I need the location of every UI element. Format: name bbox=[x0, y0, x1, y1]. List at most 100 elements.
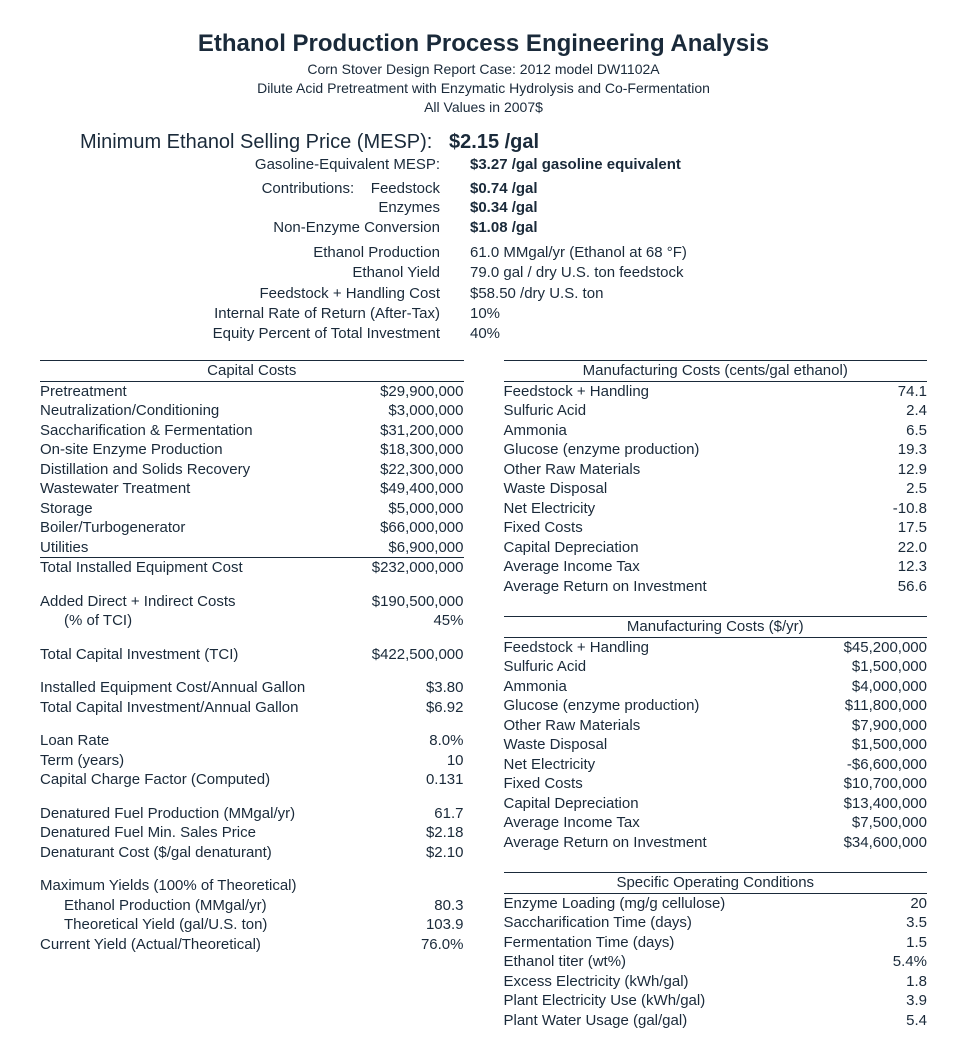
mfg-cents-item-label: Waste Disposal bbox=[504, 479, 818, 499]
per-gallon-item-label: Total Capital Investment/Annual Gallon bbox=[40, 698, 354, 718]
mfg-year-item-label: Average Return on Investment bbox=[504, 833, 818, 853]
mfg-year-item-value: $10,700,000 bbox=[817, 774, 927, 794]
mesp-value: $2.15 /gal bbox=[449, 131, 539, 153]
capital-cost-item-value: $5,000,000 bbox=[354, 499, 464, 519]
metric-value: 10% bbox=[470, 304, 500, 324]
metric-label: Ethanol Yield bbox=[40, 263, 470, 283]
yield-item-value: 76.0% bbox=[354, 935, 464, 955]
total-installed-label: Total Installed Equipment Cost bbox=[40, 558, 354, 578]
mfg-year-item-label: Ammonia bbox=[504, 677, 818, 697]
loan-item-label: Capital Charge Factor (Computed) bbox=[40, 770, 354, 790]
mfg-cents-item-value: 22.0 bbox=[817, 538, 927, 558]
denatured-item-value: $2.10 bbox=[354, 843, 464, 863]
yield-item-value: 103.9 bbox=[354, 915, 464, 935]
mfg-cents-item-label: Average Income Tax bbox=[504, 557, 818, 577]
op-cond-item-value: 5.4 bbox=[817, 1011, 927, 1031]
total-installed-value: $232,000,000 bbox=[354, 558, 464, 578]
subtitle-1: Corn Stover Design Report Case: 2012 mod… bbox=[40, 60, 927, 79]
capital-cost-item-value: $49,400,000 bbox=[354, 479, 464, 499]
contribution-label: Contributions: Feedstock bbox=[40, 179, 470, 199]
metric-value: 40% bbox=[470, 324, 500, 344]
yield-item-label: Current Yield (Actual/Theoretical) bbox=[40, 935, 354, 955]
yield-item-label: Theoretical Yield (gal/U.S. ton) bbox=[40, 915, 354, 935]
mfg-year-item-label: Capital Depreciation bbox=[504, 794, 818, 814]
contribution-label: Non-Enzyme Conversion bbox=[40, 218, 470, 238]
metric-label: Internal Rate of Return (After-Tax) bbox=[40, 304, 470, 324]
mfg-year-item-label: Glucose (enzyme production) bbox=[504, 696, 818, 716]
added-pct-value: 45% bbox=[354, 611, 464, 631]
metric-label: Feedstock + Handling Cost bbox=[40, 284, 470, 304]
denatured-item-label: Denatured Fuel Min. Sales Price bbox=[40, 823, 354, 843]
mfg-cents-item-value: 12.3 bbox=[817, 557, 927, 577]
tci-value: $422,500,000 bbox=[354, 645, 464, 665]
op-cond-item-label: Plant Electricity Use (kWh/gal) bbox=[504, 991, 818, 1011]
capital-cost-item-value: $31,200,000 bbox=[354, 421, 464, 441]
mfg-cents-item-label: Sulfuric Acid bbox=[504, 401, 818, 421]
mfg-year-item-value: $34,600,000 bbox=[817, 833, 927, 853]
capital-cost-item-label: Neutralization/Conditioning bbox=[40, 401, 354, 421]
mfg-year-item-value: $11,800,000 bbox=[817, 696, 927, 716]
op-cond-item-label: Fermentation Time (days) bbox=[504, 933, 818, 953]
capital-cost-item-label: Wastewater Treatment bbox=[40, 479, 354, 499]
op-cond-item-value: 1.8 bbox=[817, 972, 927, 992]
ge-mesp-label: Gasoline-Equivalent MESP: bbox=[40, 156, 470, 173]
metric-value: $58.50 /dry U.S. ton bbox=[470, 284, 603, 304]
op-cond-item-value: 3.9 bbox=[817, 991, 927, 1011]
mfg-cents-item-value: 6.5 bbox=[817, 421, 927, 441]
capital-cost-item-label: Saccharification & Fermentation bbox=[40, 421, 354, 441]
capital-cost-item-value: $22,300,000 bbox=[354, 460, 464, 480]
denatured-item-value: 61.7 bbox=[354, 804, 464, 824]
contribution-value: $0.34 /gal bbox=[470, 198, 538, 218]
mfg-year-item-label: Waste Disposal bbox=[504, 735, 818, 755]
denatured-item-label: Denatured Fuel Production (MMgal/yr) bbox=[40, 804, 354, 824]
added-costs-value: $190,500,000 bbox=[354, 592, 464, 612]
mesp-block: Minimum Ethanol Selling Price (MESP): $2… bbox=[40, 131, 927, 345]
metric-value: 61.0 MMgal/yr (Ethanol at 68 °F) bbox=[470, 243, 687, 263]
mfg-year-item-value: -$6,600,000 bbox=[817, 755, 927, 775]
mfg-cents-item-value: 2.5 bbox=[817, 479, 927, 499]
capital-cost-item-value: $3,000,000 bbox=[354, 401, 464, 421]
op-cond-item-label: Plant Water Usage (gal/gal) bbox=[504, 1011, 818, 1031]
capital-cost-item-label: On-site Enzyme Production bbox=[40, 440, 354, 460]
mfg-year-item-value: $4,000,000 bbox=[817, 677, 927, 697]
op-cond-item-value: 1.5 bbox=[817, 933, 927, 953]
mfg-cents-heading: Manufacturing Costs (cents/gal ethanol) bbox=[504, 360, 928, 382]
mfg-cents-item-value: -10.8 bbox=[817, 499, 927, 519]
per-gallon-item-value: $3.80 bbox=[354, 678, 464, 698]
metric-value: 79.0 gal / dry U.S. ton feedstock bbox=[470, 263, 683, 283]
capital-cost-item-value: $18,300,000 bbox=[354, 440, 464, 460]
capital-costs-heading: Capital Costs bbox=[40, 360, 464, 382]
mfg-cents-item-label: Feedstock + Handling bbox=[504, 382, 818, 402]
loan-item-value: 8.0% bbox=[354, 731, 464, 751]
mfg-cents-item-label: Capital Depreciation bbox=[504, 538, 818, 558]
mfg-cents-item-label: Average Return on Investment bbox=[504, 577, 818, 597]
loan-item-label: Term (years) bbox=[40, 751, 354, 771]
op-cond-heading: Specific Operating Conditions bbox=[504, 872, 928, 894]
mfg-year-item-value: $1,500,000 bbox=[817, 735, 927, 755]
capital-cost-item-value: $66,000,000 bbox=[354, 518, 464, 538]
capital-cost-item-label: Pretreatment bbox=[40, 382, 354, 402]
mfg-cents-item-label: Fixed Costs bbox=[504, 518, 818, 538]
mfg-cents-item-value: 74.1 bbox=[817, 382, 927, 402]
op-cond-item-value: 5.4% bbox=[817, 952, 927, 972]
metric-label: Equity Percent of Total Investment bbox=[40, 324, 470, 344]
mfg-year-item-label: Other Raw Materials bbox=[504, 716, 818, 736]
mfg-cents-item-label: Ammonia bbox=[504, 421, 818, 441]
loan-item-label: Loan Rate bbox=[40, 731, 354, 751]
capital-cost-item-label: Utilities bbox=[40, 538, 354, 558]
mfg-cents-item-label: Other Raw Materials bbox=[504, 460, 818, 480]
tci-label: Total Capital Investment (TCI) bbox=[40, 645, 354, 665]
mfg-year-item-value: $45,200,000 bbox=[817, 638, 927, 658]
op-cond-item-value: 20 bbox=[817, 894, 927, 914]
capital-costs-column: Capital Costs Pretreatment$29,900,000Neu… bbox=[40, 354, 464, 1030]
subtitle-3: All Values in 2007$ bbox=[40, 98, 927, 117]
per-gallon-item-label: Installed Equipment Cost/Annual Gallon bbox=[40, 678, 354, 698]
op-cond-item-label: Excess Electricity (kWh/gal) bbox=[504, 972, 818, 992]
per-gallon-item-value: $6.92 bbox=[354, 698, 464, 718]
op-cond-item-label: Enzyme Loading (mg/g cellulose) bbox=[504, 894, 818, 914]
mfg-year-item-value: $7,500,000 bbox=[817, 813, 927, 833]
added-costs-label: Added Direct + Indirect Costs bbox=[40, 592, 354, 612]
denatured-item-value: $2.18 bbox=[354, 823, 464, 843]
mfg-year-heading: Manufacturing Costs ($/yr) bbox=[504, 616, 928, 638]
mfg-cents-item-value: 2.4 bbox=[817, 401, 927, 421]
